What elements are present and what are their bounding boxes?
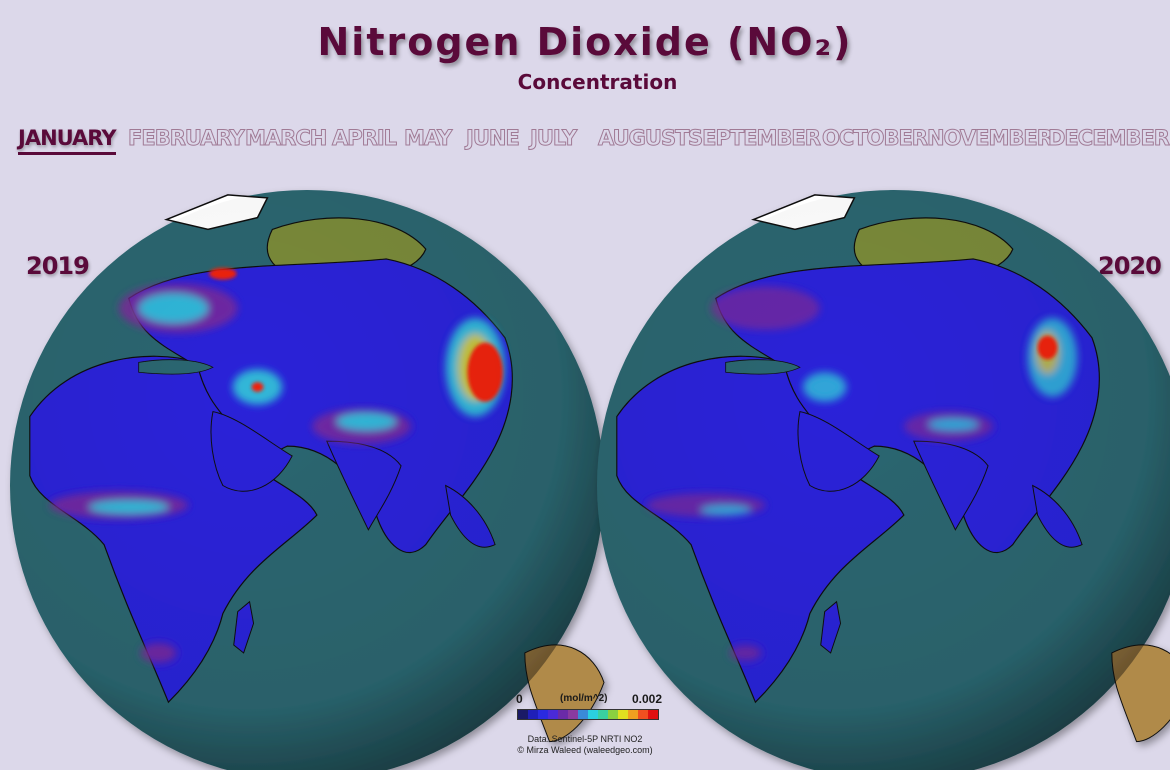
legend-swatch	[578, 710, 588, 719]
legend-swatch	[618, 710, 628, 719]
month-tab-december[interactable]: DECEMBER	[1048, 126, 1170, 151]
month-tab-june[interactable]: JUNE	[466, 126, 521, 151]
legend-swatch	[528, 710, 538, 719]
credits: Data: Sentinel-5P NRTI NO2 © Mirza Walee…	[460, 734, 710, 756]
month-tab-april[interactable]: APRIL	[331, 126, 397, 151]
color-legend: 0 (mol/m^2) 0.002	[510, 692, 663, 722]
map-subtitle: Concentration	[517, 70, 678, 94]
legend-max-label: 0.002	[632, 692, 663, 706]
map-title: Nitrogen Dioxide (NO₂)	[317, 20, 853, 64]
month-tab-august[interactable]: AUGUST	[597, 126, 689, 151]
legend-swatch	[648, 710, 658, 719]
month-selector: JANUARY FEBRUARY MARCH APRIL MAY JUNE JU…	[18, 126, 1170, 162]
legend-swatch	[638, 710, 648, 719]
legend-swatch	[588, 710, 598, 719]
data-source-text: Data: Sentinel-5P NRTI NO2	[527, 734, 643, 744]
legend-min-label: 0	[516, 692, 523, 706]
legend-unit-label: (mol/m^2)	[560, 693, 608, 704]
month-tab-may[interactable]: MAY	[403, 126, 452, 151]
legend-swatch	[568, 710, 578, 719]
legend-colorbar	[517, 709, 659, 720]
month-tab-january[interactable]: JANUARY	[18, 126, 117, 155]
month-tab-march[interactable]: MARCH	[244, 126, 327, 151]
month-tab-october[interactable]: OCTOBER	[822, 126, 929, 151]
year-label-left: 2019	[26, 252, 90, 280]
year-label-right: 2020	[1098, 252, 1162, 280]
month-tab-november[interactable]: NOVEMBER	[927, 126, 1054, 151]
legend-swatch	[628, 710, 638, 719]
legend-swatch	[558, 710, 568, 719]
legend-swatch	[538, 710, 548, 719]
month-tab-september[interactable]: SEPTEMBER	[688, 126, 822, 151]
legend-swatch	[598, 710, 608, 719]
legend-swatch	[518, 710, 528, 719]
author-credit-text: © Mirza Waleed (waleedgeo.com)	[517, 745, 653, 755]
legend-swatch	[608, 710, 618, 719]
legend-swatch	[548, 710, 558, 719]
month-tab-july[interactable]: JULY	[529, 126, 577, 151]
month-tab-february[interactable]: FEBRUARY	[128, 126, 246, 151]
